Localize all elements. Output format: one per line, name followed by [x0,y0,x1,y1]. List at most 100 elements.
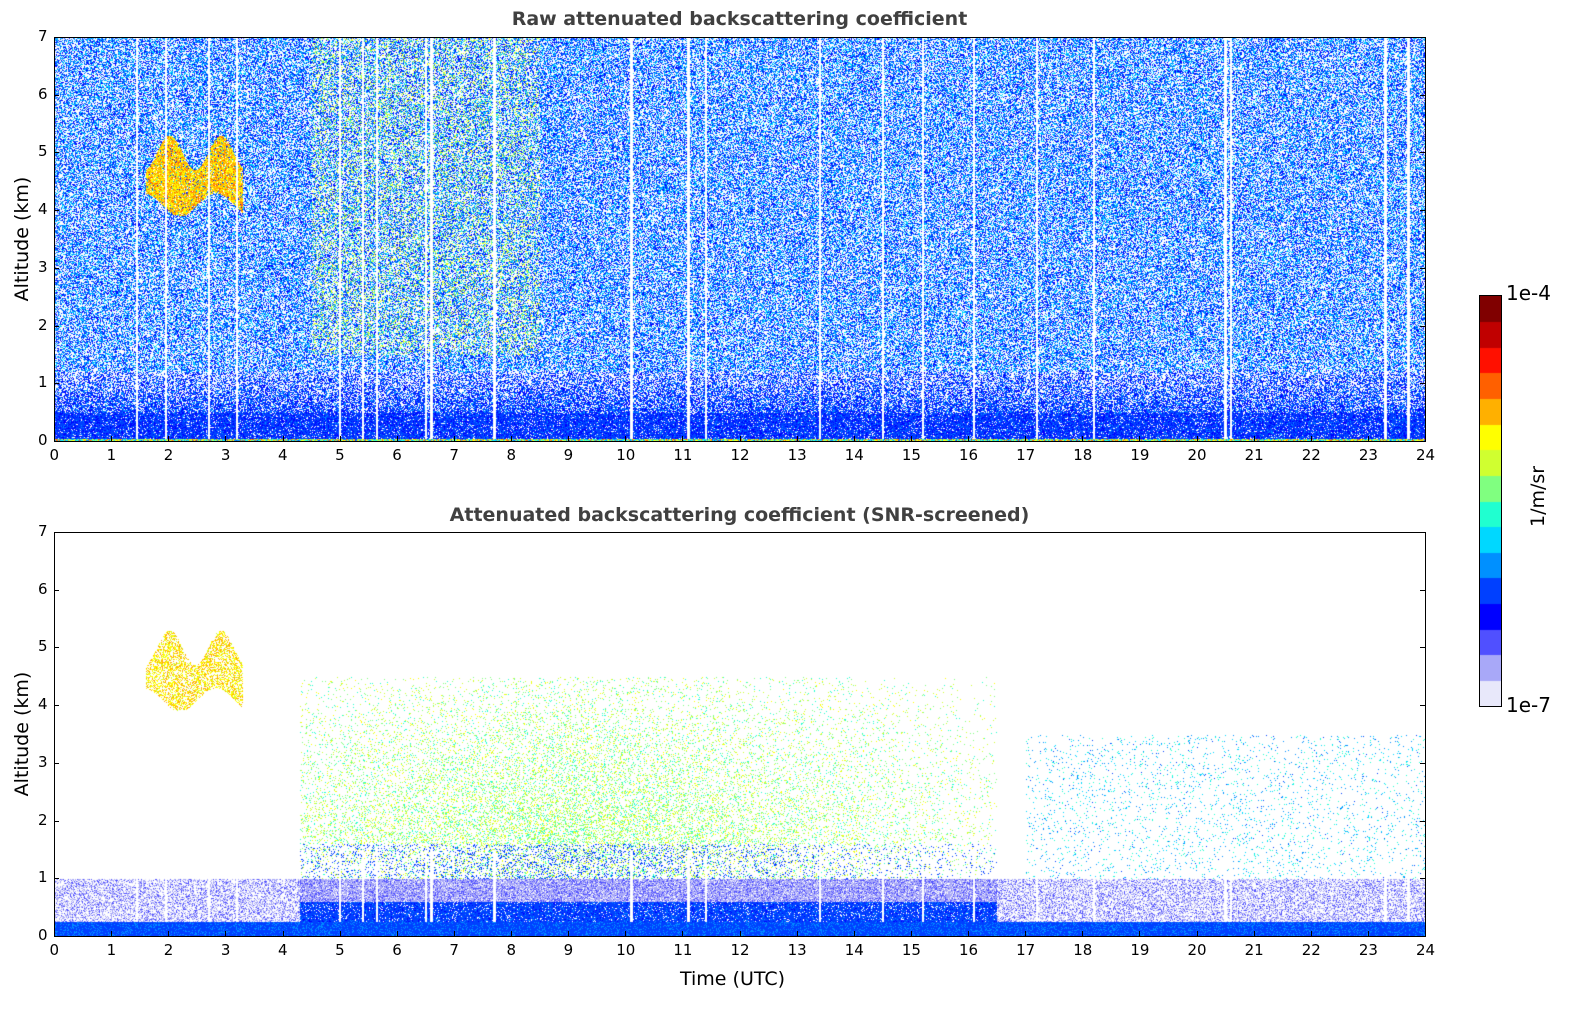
x-tick-mark [910,436,912,441]
y-tick-mark [1420,705,1425,707]
y-tick-mark [54,441,59,442]
y-tick-mark [1420,37,1425,38]
x-tick-mark [1025,436,1027,441]
x-tick-label: 9 [563,446,574,464]
y-tick-mark [54,152,59,154]
x-tick-label: 21 [1244,941,1264,959]
bottom-axes-frame [54,532,1426,937]
y-tick-label: 1 [38,868,48,887]
x-tick-mark [396,436,398,441]
y-tick-label: 1 [38,373,48,392]
x-tick-label: 1 [106,446,117,464]
y-tick-mark [54,878,59,880]
x-tick-mark [682,931,684,936]
x-tick-mark [1082,931,1084,936]
x-tick-mark [625,436,627,441]
colorbar-min-label: 1e-7 [1506,693,1551,717]
x-tick-label: 6 [392,941,402,959]
colorbar-unit-label: 1/m/sr [1527,465,1549,527]
x-tick-mark [910,931,912,936]
x-tick-mark [225,931,227,936]
x-tick-mark [111,931,113,936]
x-tick-label: 22 [1301,941,1321,959]
x-tick-label: 8 [506,446,517,464]
x-tick-mark [511,436,512,441]
y-tick-mark [1420,532,1425,533]
y-tick-mark [1420,878,1425,880]
y-tick-label: 2 [38,315,48,334]
y-tick-label: 4 [38,200,48,219]
y-tick-mark [54,936,59,937]
y-tick-mark [1420,820,1425,822]
y-tick-mark [54,647,59,649]
x-tick-mark [1367,436,1369,441]
x-tick-label: 14 [844,941,864,959]
x-tick-mark [339,436,341,441]
y-tick-mark [1420,441,1425,442]
x-tick-label: 7 [449,446,459,464]
x-tick-label: 2 [163,446,174,464]
x-tick-mark [739,931,741,936]
y-tick-mark [54,820,59,822]
x-tick-label: 11 [673,941,693,959]
y-tick-label: 7 [38,522,48,540]
x-tick-mark [54,436,55,441]
y-tick-label: 2 [38,810,48,829]
y-tick-mark [1420,762,1425,764]
x-tick-label: 23 [1358,446,1378,464]
y-tick-mark [1420,383,1425,385]
x-tick-mark [1025,931,1027,936]
y-tick-mark [54,532,59,533]
y-tick-label: 0 [38,926,48,944]
x-tick-mark [1253,436,1255,441]
x-tick-mark [853,931,855,936]
y-tick-mark [54,589,59,591]
x-tick-mark [168,931,170,936]
x-tick-mark [1196,931,1198,936]
y-tick-label: 5 [38,142,48,161]
x-tick-mark [682,436,684,441]
x-tick-label: 13 [787,941,807,959]
x-tick-mark [853,436,855,441]
x-axis-label: Time (UTC) [680,968,786,990]
colorbar-max-label: 1e-4 [1506,281,1551,305]
x-tick-label: 20 [1187,446,1207,464]
y-tick-label: 4 [38,695,48,714]
y-tick-label: 3 [38,752,48,771]
top-heatmap [54,37,1425,441]
x-tick-label: 15 [901,446,921,464]
y-tick-label: 6 [38,579,48,598]
y-tick-mark [54,210,59,212]
x-tick-mark [1310,436,1312,441]
y-tick-label: 6 [38,84,48,103]
x-tick-mark [1082,436,1084,441]
x-tick-mark [968,436,969,441]
x-tick-label: 3 [220,941,231,959]
x-tick-label: 19 [1130,941,1150,959]
x-tick-mark [453,436,455,441]
x-tick-label: 6 [392,446,402,464]
x-tick-label: 5 [335,446,345,464]
y-tick-label: 0 [38,431,48,449]
x-tick-mark [968,931,969,936]
x-tick-label: 15 [901,941,921,959]
x-tick-mark [625,931,627,936]
y-tick-mark [1420,936,1425,937]
x-tick-label: 1 [106,941,117,959]
x-tick-mark [1425,436,1426,441]
x-tick-mark [796,436,798,441]
x-tick-mark [168,436,170,441]
x-tick-label: 4 [278,941,288,959]
y-tick-mark [54,267,59,269]
x-tick-mark [568,931,570,936]
x-tick-mark [1367,931,1369,936]
x-tick-mark [54,931,55,936]
y-tick-mark [54,383,59,385]
x-tick-mark [1139,931,1141,936]
x-tick-mark [453,931,455,936]
x-tick-label: 12 [730,941,750,959]
y-tick-label: 5 [38,637,48,656]
x-tick-label: 16 [959,941,979,959]
x-tick-label: 24 [1416,446,1436,464]
x-tick-mark [396,931,398,936]
